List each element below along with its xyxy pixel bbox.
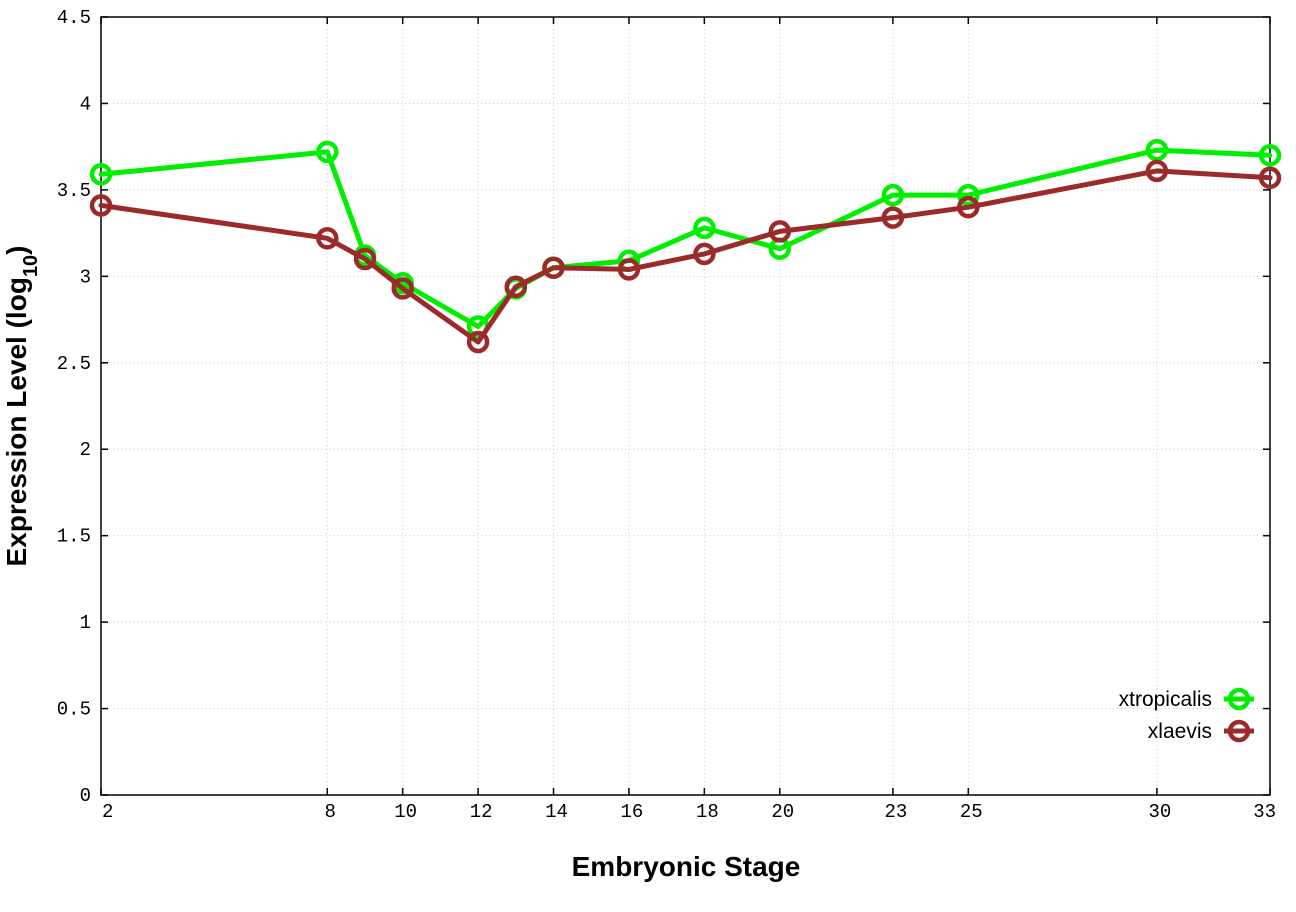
- x-tick-label: 10: [394, 801, 417, 823]
- series-xlaevis: [89, 159, 1282, 354]
- y-tick-label: 0.5: [57, 699, 91, 721]
- y-axis-title: Expression Level (log10): [1, 246, 42, 567]
- data-point-xtropicalis: [881, 183, 905, 207]
- data-point-xlaevis: [881, 206, 905, 229]
- data-point-xtropicalis: [89, 163, 113, 186]
- x-tick-label: 16: [621, 801, 644, 823]
- data-point-xtropicalis: [316, 140, 339, 164]
- data-point-xlaevis: [316, 227, 339, 250]
- y-tick-label: 4.5: [57, 7, 91, 29]
- x-tick-label: 14: [545, 801, 568, 823]
- y-axis-title-subscript: 10: [20, 255, 42, 277]
- y-tick-label: 1: [80, 612, 91, 634]
- legend-marker-xtropicalis: [1227, 687, 1251, 711]
- data-point-xtropicalis: [957, 183, 980, 207]
- y-tick-label: 2: [80, 439, 91, 461]
- data-point-xtropicalis: [693, 216, 716, 240]
- y-tick-label: 0: [80, 785, 91, 807]
- data-point-xlaevis: [957, 195, 980, 219]
- x-tick-label: 23: [884, 801, 907, 823]
- legend-label-xtropicalis: xtropicalis: [1119, 688, 1212, 711]
- data-point-xlaevis: [542, 256, 565, 279]
- x-tick-label: 18: [696, 801, 719, 823]
- data-point-xlaevis: [89, 194, 113, 217]
- data-point-xlaevis: [353, 247, 377, 271]
- x-tick-label: 12: [470, 801, 493, 823]
- legend: xtropicalis xlaevis: [1119, 687, 1254, 743]
- x-tick-label: 2: [102, 801, 113, 823]
- plot-border: [100, 16, 1271, 796]
- data-series: [89, 138, 1282, 354]
- grid-lines: [101, 17, 1270, 795]
- legend-item-xlaevis: xlaevis: [1148, 719, 1254, 743]
- y-tick-label: 3: [80, 266, 91, 288]
- x-tick-label: 8: [325, 801, 336, 823]
- data-point-xtropicalis: [1258, 144, 1282, 167]
- y-tick-label: 2.5: [57, 353, 91, 375]
- data-point-xlaevis: [1145, 159, 1169, 183]
- data-point-xlaevis: [504, 275, 528, 298]
- data-point-xtropicalis: [1145, 138, 1169, 162]
- y-axis-title-main: Expression Level (log: [1, 277, 32, 566]
- axis-ticks: 0 0.5 1 1.5 2 2.5 3 3.5 4 4.5 2 8 10 12 14 16 18 20 23 25 30…: [57, 7, 1276, 823]
- x-axis-title: Embryonic Stage: [572, 851, 801, 882]
- y-tick-label: 1.5: [57, 526, 91, 548]
- legend-marker-xlaevis: [1227, 719, 1251, 743]
- x-tick-label: 20: [771, 801, 794, 823]
- y-tick-label: 3.5: [57, 180, 91, 202]
- data-point-xlaevis: [466, 330, 490, 354]
- x-tick-label: 33: [1253, 801, 1276, 823]
- y-tick-label: 4: [80, 93, 91, 115]
- data-point-xlaevis: [768, 220, 792, 243]
- data-point-xlaevis: [391, 277, 414, 300]
- data-point-xlaevis: [693, 242, 716, 266]
- data-point-xlaevis: [1258, 166, 1282, 190]
- legend-item-xtropicalis: xtropicalis: [1119, 687, 1254, 711]
- plot-frame: [100, 16, 1271, 796]
- y-axis-title-close: ): [1, 246, 32, 255]
- x-tick-label: 25: [960, 801, 983, 823]
- legend-label-xlaevis: xlaevis: [1148, 720, 1212, 743]
- data-point-xlaevis: [617, 258, 641, 281]
- x-tick-label: 30: [1148, 801, 1171, 823]
